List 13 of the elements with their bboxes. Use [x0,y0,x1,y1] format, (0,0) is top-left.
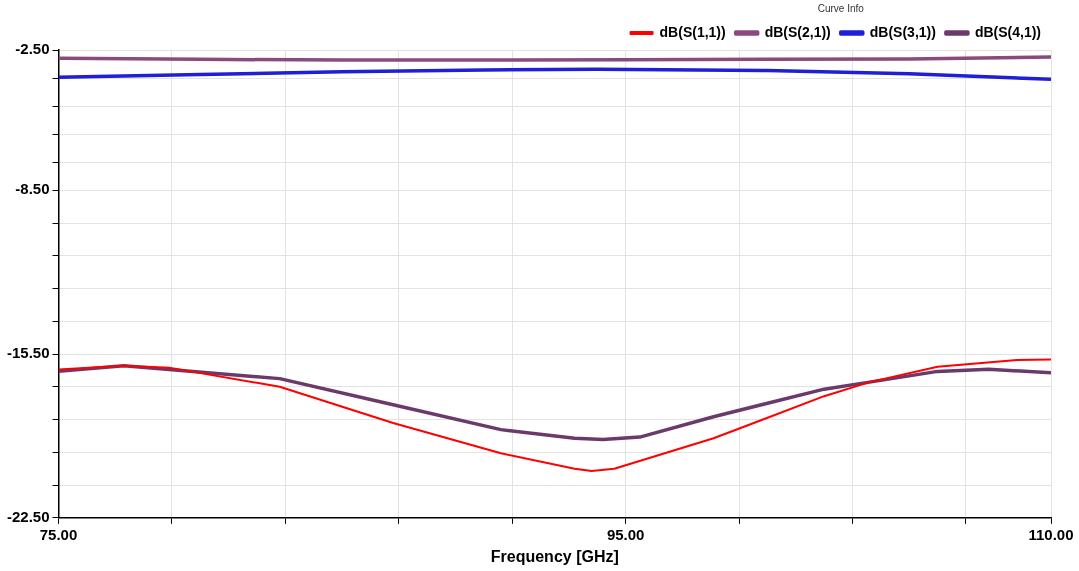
y-tick-label: -22.50 [6,507,50,525]
legend-label: dB(S(4,1)) [974,23,1042,40]
x-tick-label: 110.00 [1028,525,1074,543]
x-tick-label: 95.00 [606,525,645,543]
legend-label: dB(S(3,1)) [869,23,936,40]
y-tick-label: -15.50 [6,344,50,362]
x-tick-label: 75.00 [39,525,78,543]
legend-label: dB(S(2,1)) [764,23,831,40]
legend-label: dB(S(1,1)) [659,23,726,40]
legend-title: Curve Info [817,2,865,14]
y-tick-label: -2.50 [15,40,50,58]
x-axis-title: Frequency [GHz] [490,547,619,565]
y-tick-label: -8.50 [15,180,50,198]
